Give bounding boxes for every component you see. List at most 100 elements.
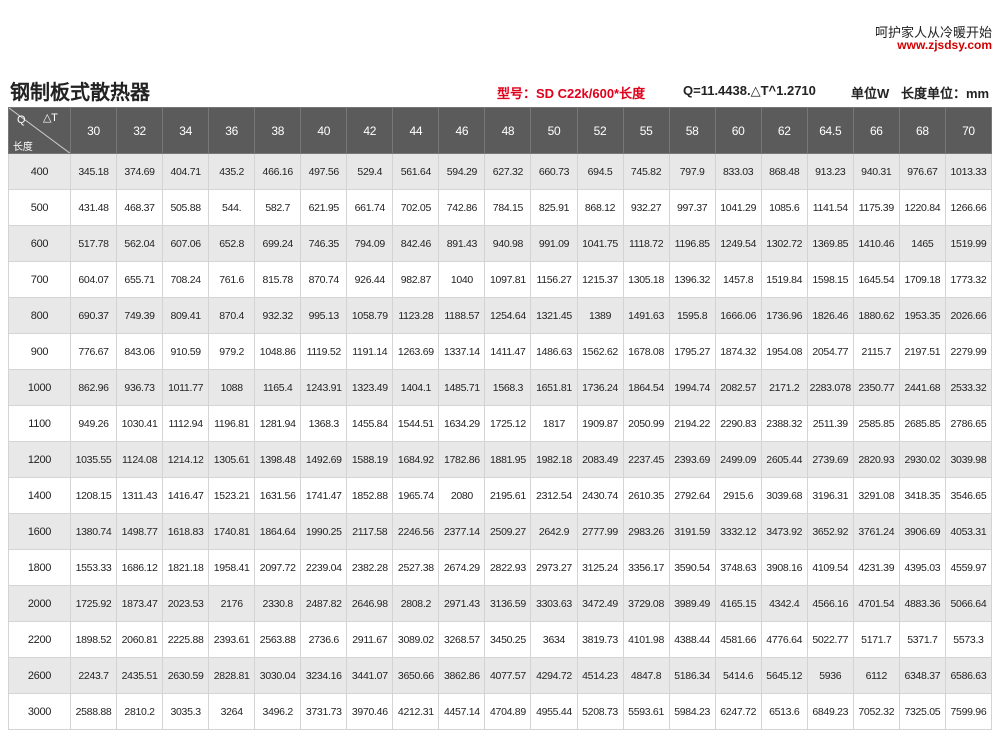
value-cell: 4109.54 bbox=[806, 549, 854, 586]
value-cell: 517.78 bbox=[69, 225, 118, 262]
value-cell: 1618.83 bbox=[162, 513, 210, 550]
model: 型号：SD C22k/600*长度 bbox=[497, 86, 646, 101]
value-cell: 1124.08 bbox=[116, 441, 164, 478]
value-cell: 5208.73 bbox=[576, 693, 624, 730]
value-cell: 4395.03 bbox=[898, 549, 946, 586]
value-cell: 1389 bbox=[576, 297, 624, 334]
value-cell: 1305.18 bbox=[622, 261, 670, 298]
length-cell: 2000 bbox=[8, 585, 71, 622]
value-cell: 5593.61 bbox=[622, 693, 670, 730]
value-cell: 1852.88 bbox=[346, 477, 394, 514]
value-cell: 2279.99 bbox=[944, 333, 993, 370]
value-cell: 3652.92 bbox=[806, 513, 854, 550]
value-cell: 749.39 bbox=[116, 297, 164, 334]
table: Q △T 长度 30 32 34 36 38 40 42 44 46 48 50 52 55 58 60 62… bbox=[8, 107, 993, 730]
value-cell: 468.37 bbox=[116, 189, 164, 226]
value-cell: 2195.61 bbox=[484, 477, 532, 514]
value-cell: 1881.95 bbox=[484, 441, 532, 478]
value-cell: 2509.27 bbox=[484, 513, 532, 550]
value-cell: 2915.6 bbox=[714, 477, 762, 514]
value-cell: 1645.54 bbox=[852, 261, 900, 298]
column-header: 70 bbox=[944, 107, 993, 154]
value-cell: 2828.81 bbox=[208, 657, 256, 694]
value-cell: 2487.82 bbox=[300, 585, 348, 622]
value-cell: 1684.92 bbox=[392, 441, 440, 478]
value-cell: 2435.51 bbox=[116, 657, 164, 694]
value-cell: 2810.2 bbox=[116, 693, 164, 730]
row: 800 690.37 749.39 809.41 870.4 932.32 995.13 10… bbox=[8, 297, 993, 334]
value-cell: 797.9 bbox=[668, 153, 716, 190]
value-cell: 1634.29 bbox=[438, 405, 486, 442]
value-cell: 1041.29 bbox=[714, 189, 762, 226]
value-cell: 1651.81 bbox=[530, 369, 578, 406]
length-cell: 700 bbox=[8, 261, 71, 298]
value-cell: 2237.45 bbox=[622, 441, 670, 478]
value-cell: 3472.49 bbox=[576, 585, 624, 622]
value-cell: 979.2 bbox=[208, 333, 256, 370]
value-cell: 1368.3 bbox=[300, 405, 348, 442]
value-cell: 2533.32 bbox=[944, 369, 993, 406]
value-cell: 1191.14 bbox=[346, 333, 394, 370]
value-cell: 1337.14 bbox=[438, 333, 486, 370]
row: 1000 862.96 936.73 1011.77 1088 1165.4 1243.91… bbox=[8, 369, 993, 406]
value-cell: 1404.1 bbox=[392, 369, 440, 406]
column-header: 48 bbox=[484, 107, 532, 154]
row: 1100 949.26 1030.41 1112.94 1196.81 1281.94 13… bbox=[8, 405, 993, 442]
value-cell: 1035.55 bbox=[69, 441, 118, 478]
value-cell: 6513.6 bbox=[760, 693, 808, 730]
value-cell: 2973.27 bbox=[530, 549, 578, 586]
column-header: 58 bbox=[668, 107, 716, 154]
length-cell: 1000 bbox=[8, 369, 71, 406]
value-cell: 2588.88 bbox=[69, 693, 118, 730]
value-cell: 1880.62 bbox=[852, 297, 900, 334]
value-cell: 995.13 bbox=[300, 297, 348, 334]
value-cell: 809.41 bbox=[162, 297, 210, 334]
value-cell: 1263.69 bbox=[392, 333, 440, 370]
value-cell: 1214.12 bbox=[162, 441, 210, 478]
value-cell: 5371.7 bbox=[898, 621, 946, 658]
value-cell: 1773.32 bbox=[944, 261, 993, 298]
value-cell: 5414.6 bbox=[714, 657, 762, 694]
value-cell: 4566.16 bbox=[806, 585, 854, 622]
value-cell: 6247.72 bbox=[714, 693, 762, 730]
value-cell: 3729.08 bbox=[622, 585, 670, 622]
value-cell: 1544.51 bbox=[392, 405, 440, 442]
row: 400 345.18 374.69 404.71 435.2 466.16 497.56 52… bbox=[8, 153, 993, 190]
row: 2600 2243.7 2435.51 2630.59 2828.81 3030.04 32… bbox=[8, 657, 993, 694]
value-cell: 842.46 bbox=[392, 225, 440, 262]
value-cell: 1465 bbox=[898, 225, 946, 262]
value-cell: 2971.43 bbox=[438, 585, 486, 622]
row: 1400 1208.15 1311.43 1416.47 1523.21 1631.56 1… bbox=[8, 477, 993, 514]
length-cell: 2600 bbox=[8, 657, 71, 694]
value-cell: 1874.32 bbox=[714, 333, 762, 370]
value-cell: 3546.65 bbox=[944, 477, 993, 514]
value-cell: 694.5 bbox=[576, 153, 624, 190]
value-cell: 4955.44 bbox=[530, 693, 578, 730]
value-cell: 3441.07 bbox=[346, 657, 394, 694]
value-cell: 1396.32 bbox=[668, 261, 716, 298]
value-cell: 505.88 bbox=[162, 189, 210, 226]
value-cell: 1994.74 bbox=[668, 369, 716, 406]
value-cell: 940.98 bbox=[484, 225, 532, 262]
value-cell: 3496.2 bbox=[254, 693, 302, 730]
length-cell: 900 bbox=[8, 333, 71, 370]
value-cell: 1196.81 bbox=[208, 405, 256, 442]
value-cell: 843.06 bbox=[116, 333, 164, 370]
value-cell: 2585.85 bbox=[852, 405, 900, 442]
value-cell: 1909.87 bbox=[576, 405, 624, 442]
value-cell: 2023.53 bbox=[162, 585, 210, 622]
value-cell: 2176 bbox=[208, 585, 256, 622]
value-cell: 1736.96 bbox=[760, 297, 808, 334]
value-cell: 3268.57 bbox=[438, 621, 486, 658]
value-cell: 582.7 bbox=[254, 189, 302, 226]
value-cell: 1990.25 bbox=[300, 513, 348, 550]
value-cell: 7599.96 bbox=[944, 693, 993, 730]
value-cell: 2290.83 bbox=[714, 405, 762, 442]
value-cell: 3332.12 bbox=[714, 513, 762, 550]
value-cell: 2642.9 bbox=[530, 513, 578, 550]
value-cell: 2393.69 bbox=[668, 441, 716, 478]
value-cell: 4581.66 bbox=[714, 621, 762, 658]
value-cell: 2377.14 bbox=[438, 513, 486, 550]
length-cell: 400 bbox=[8, 153, 71, 190]
length-cell: 1800 bbox=[8, 549, 71, 586]
